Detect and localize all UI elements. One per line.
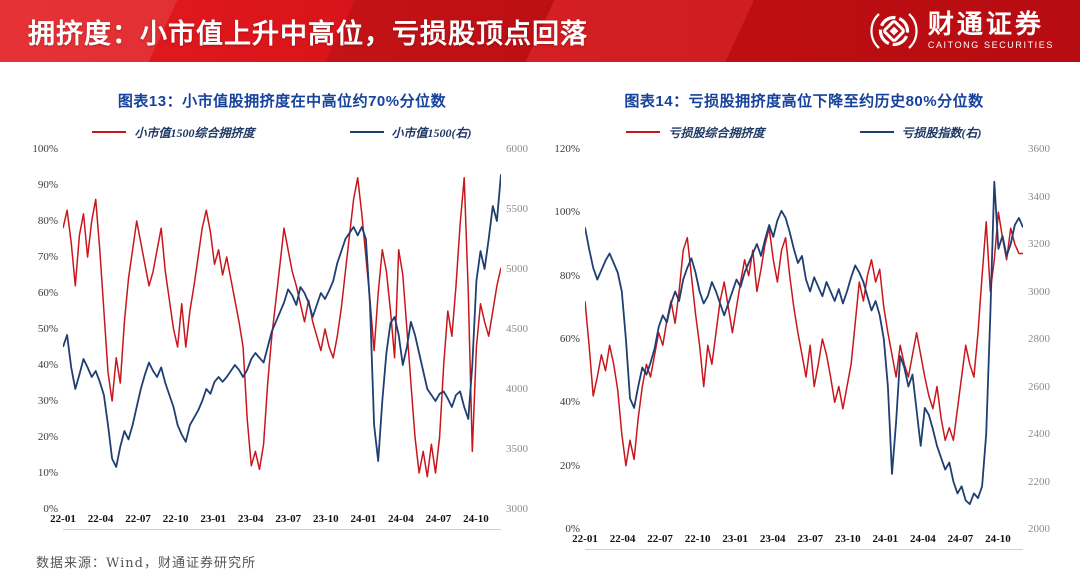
y-tick-label: 5500 <box>506 203 528 215</box>
y-tick-label: 10% <box>37 467 58 479</box>
legend-item: 小市值1500(右) <box>349 124 472 141</box>
chart-title: 图表13：小市值股拥挤度在中高位约70%分位数 <box>117 93 447 110</box>
legend-line-swatch <box>626 131 661 133</box>
chart-panel-smallcap: 图表13：小市值股拥挤度在中高位约70%分位数 小市值1500综合拥挤度 小市值1… <box>28 86 536 530</box>
x-tick-label: 22-04 <box>609 533 636 545</box>
y-tick-label: 2600 <box>1028 380 1050 393</box>
y-tick-label: 2800 <box>1028 333 1050 345</box>
y-tick-label: 4000 <box>506 383 528 395</box>
line-chart-svg <box>63 174 501 478</box>
logo-name-cn: 财通证券 <box>927 9 1044 40</box>
y-tick-label: 70% <box>37 251 58 263</box>
slide-header: 拥挤度：小市值上升中高位，亏损股顶点回落 财通证券 CAITONG SECURI… <box>0 0 1080 62</box>
x-tick-label: 22-10 <box>684 533 711 545</box>
x-tick-label: 22-01 <box>50 513 76 525</box>
y-axis-left: 120% 100% 80% 60% 40% 20% 0% <box>550 143 585 535</box>
legend-label: 亏损股指数(右) <box>901 125 982 140</box>
y-tick-label: 3000 <box>506 503 528 515</box>
data-source: 数据来源：Wind，财通证券研究所 <box>36 556 256 571</box>
y-tick-label: 80% <box>37 215 58 227</box>
x-tick-label: 24-10 <box>985 533 1011 545</box>
y-tick-label: 100% <box>554 206 580 219</box>
y-tick-label: 30% <box>37 395 58 407</box>
logo-name-en: CAITONG SECURITIES <box>927 39 1054 50</box>
y-tick-label: 40% <box>559 396 580 409</box>
chart-legend: 亏损股综合拥挤度 亏损股指数(右) <box>550 123 1058 141</box>
y-tick-label: 2000 <box>1028 523 1050 535</box>
legend-item: 小市值1500综合拥挤度 <box>92 124 255 141</box>
y-tick-label: 5000 <box>506 263 528 275</box>
series-line-crowding <box>585 211 1023 467</box>
plot-area: 22-01 22-04 22-07 22-10 23-01 23-04 23-07 23-10… <box>572 149 1023 550</box>
y-tick-label: 3600 <box>1028 143 1050 155</box>
caitong-logo: 财通证券 CAITONG SECURITIES <box>870 7 1080 55</box>
y-tick-label: 60% <box>37 287 58 299</box>
x-tick-label: 22-01 <box>572 533 598 545</box>
series-line-index <box>585 180 1023 506</box>
x-tick-label: 24-07 <box>947 533 974 545</box>
chart-panel-lossstocks: 图表14：亏损股拥挤度高位下降至约历史80%分位数 亏损股综合拥挤度 亏损股指数(… <box>550 86 1058 550</box>
y-tick-label: 50% <box>37 323 58 335</box>
x-tick-label: 23-07 <box>275 513 302 525</box>
x-tick-label: 22-07 <box>125 513 151 525</box>
x-tick-label: 24-07 <box>425 513 452 525</box>
legend-line-swatch <box>859 131 894 133</box>
x-tick-label: 23-01 <box>722 533 748 545</box>
legend-label: 小市值1500综合拥挤度 <box>134 125 255 140</box>
y-tick-label: 20% <box>559 459 580 472</box>
y-axis-left: 100% 90% 80% 70% 60% 50% 40% 30% 20% 10% 0% <box>28 143 63 515</box>
x-tick-label: 24-01 <box>350 513 377 525</box>
chart-legend: 小市值1500综合拥挤度 小市值1500(右) <box>28 123 536 141</box>
x-tick-label: 24-10 <box>463 513 489 525</box>
y-tick-label: 80% <box>559 269 580 282</box>
y-axis-right: 3600 3400 3200 3000 2800 2600 2400 2200 2000 <box>1023 143 1058 535</box>
chart-title: 图表14：亏损股拥挤度高位下降至约历史80%分位数 <box>624 93 984 110</box>
y-tick-label: 2200 <box>1028 475 1050 488</box>
y-tick-label: 6000 <box>506 143 528 155</box>
x-tick-label: 23-10 <box>834 533 861 545</box>
series-line-crowding <box>63 177 501 478</box>
y-tick-label: 90% <box>37 179 58 191</box>
y-tick-label: 60% <box>559 333 580 345</box>
x-tick-label: 24-01 <box>872 533 899 545</box>
y-tick-label: 4500 <box>506 323 528 335</box>
x-tick-label: 23-04 <box>237 513 264 525</box>
x-axis: 22-01 22-04 22-07 22-10 23-01 23-04 23-07 23-10… <box>50 513 501 529</box>
y-tick-label: 120% <box>554 143 580 155</box>
slide-title: 拥挤度：小市值上升中高位，亏损股顶点回落 <box>28 18 588 49</box>
x-tick-label: 22-10 <box>162 513 189 525</box>
series-line-index <box>63 174 501 468</box>
x-tick-label: 24-04 <box>910 533 936 545</box>
x-tick-label: 23-07 <box>797 533 824 545</box>
x-tick-label: 23-01 <box>200 513 226 525</box>
caitong-coin-icon <box>870 13 918 49</box>
x-tick-label: 24-04 <box>388 513 414 525</box>
y-tick-label: 2400 <box>1028 428 1050 440</box>
y-tick-label: 100% <box>32 143 58 155</box>
legend-line-swatch <box>349 131 384 133</box>
y-tick-label: 3500 <box>506 443 528 455</box>
legend-line-swatch <box>92 131 127 133</box>
x-tick-label: 23-10 <box>312 513 339 525</box>
x-axis: 22-01 22-04 22-07 22-10 23-01 23-04 23-07 23-10… <box>572 533 1023 549</box>
y-tick-label: 3400 <box>1028 190 1050 203</box>
y-tick-label: 3200 <box>1028 238 1050 250</box>
y-tick-label: 0% <box>565 523 580 535</box>
legend-label: 小市值1500(右) <box>391 125 472 140</box>
x-tick-label: 22-04 <box>87 513 114 525</box>
x-tick-label: 22-07 <box>647 533 673 545</box>
y-tick-label: 3000 <box>1028 285 1050 298</box>
legend-item: 亏损股指数(右) <box>859 124 982 141</box>
y-axis-right: 6000 5500 5000 4500 4000 3500 3000 <box>501 143 536 515</box>
legend-label: 亏损股综合拥挤度 <box>668 125 765 140</box>
plot-area: 22-01 22-04 22-07 22-10 23-01 23-04 23-07 23-10… <box>50 149 501 530</box>
line-chart-svg <box>585 180 1023 506</box>
x-tick-label: 23-04 <box>759 533 786 545</box>
y-tick-label: 0% <box>43 503 58 515</box>
legend-item: 亏损股综合拥挤度 <box>626 124 765 141</box>
y-tick-label: 20% <box>37 431 58 443</box>
y-tick-label: 40% <box>37 359 58 371</box>
